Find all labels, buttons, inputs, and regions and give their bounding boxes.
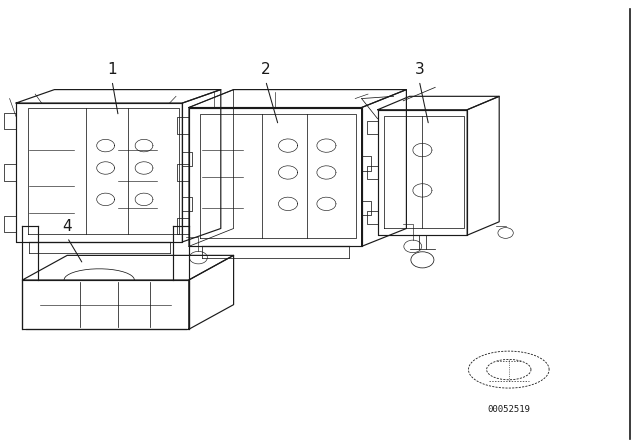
Text: 1: 1 xyxy=(107,62,117,77)
Text: 00052519: 00052519 xyxy=(487,405,531,414)
Text: 2: 2 xyxy=(260,62,271,77)
Text: 3: 3 xyxy=(414,62,424,77)
Text: 4: 4 xyxy=(62,219,72,234)
